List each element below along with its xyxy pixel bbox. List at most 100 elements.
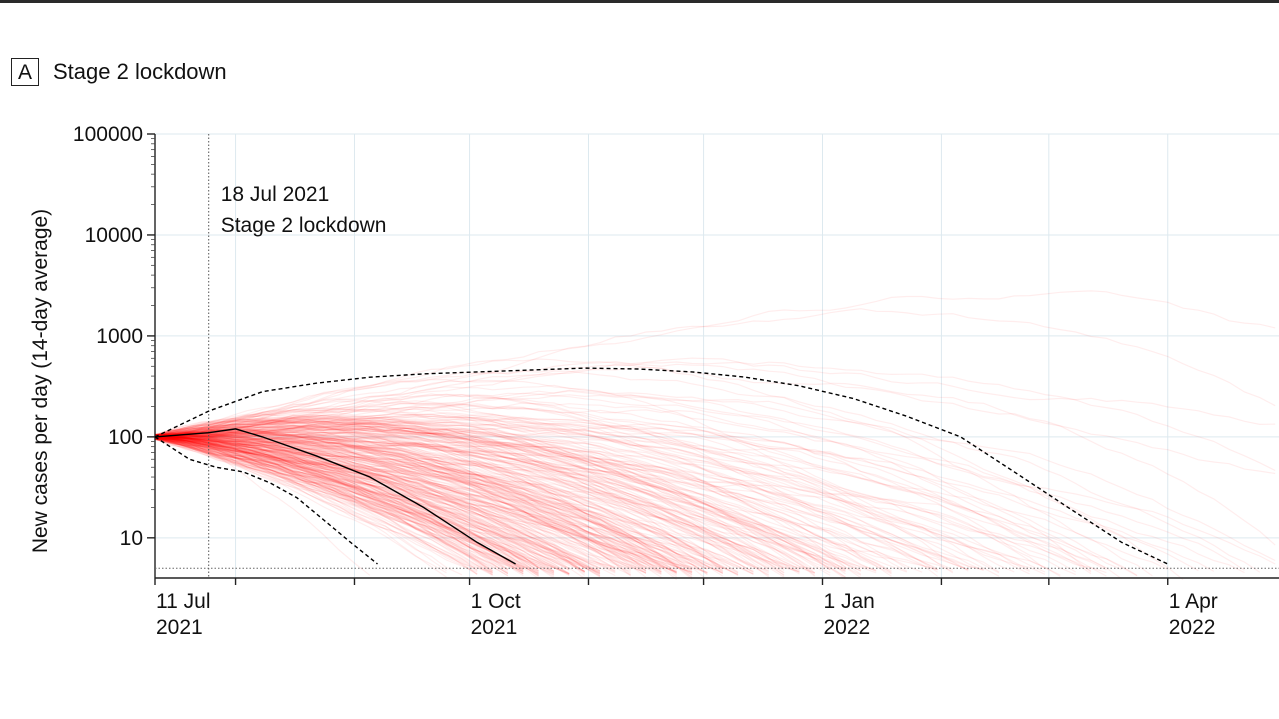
ensemble-trajectory [154,435,616,572]
ensemble-trajectory [154,438,677,570]
ensemble-trajectory [154,435,585,573]
ensemble-trajectory [154,433,754,575]
ensemble-trajectory [154,438,846,578]
ensemble-trajectory [154,438,586,576]
ensemble-trajectory [154,370,1261,573]
x-tick-year-label: 2022 [823,616,870,639]
ensemble-trajectory [154,432,908,572]
ensemble-trajectory [154,434,800,572]
ensemble-trajectory [154,432,693,571]
ensemble-trajectory [154,434,739,577]
ensemble-trajectory [154,418,816,576]
ensemble-trajectory [154,433,632,574]
ensemble-trajectory [154,423,785,578]
ensemble-trajectory [154,438,631,572]
ensemble-trajectory [154,419,892,577]
ensemble-trajectory [154,414,1030,573]
ensemble-trajectory [154,433,708,581]
ensemble-trajectory [154,431,693,580]
ensemble-trajectory [155,429,662,578]
ensemble-trajectory [154,436,493,572]
ensemble-trajectory [154,364,1153,577]
ensemble-trajectory [154,435,493,574]
x-tick-year-label: 2021 [156,616,203,639]
ensemble-trajectory [154,434,647,578]
ensemble-trajectory [154,432,969,571]
ensemble-trajectory [154,434,662,571]
ensemble-trajectory [154,433,662,573]
ensemble-trajectory [154,419,1107,569]
ensemble-trajectory [154,424,677,574]
ensemble-trajectory [154,436,585,572]
ensemble-trajectory [154,427,724,569]
ensemble-trajectory [154,433,586,573]
ensemble-trajectory [154,438,493,573]
ensemble-trajectory [154,436,539,572]
ensemble-trajectory [154,389,1184,581]
y-tick-label: 100 [108,426,143,449]
ensemble-trajectory [154,433,463,576]
ensemble-trajectory [154,433,739,570]
ensemble-trajectory [154,427,724,574]
ensemble-trajectory [154,434,754,573]
ensemble-trajectory [154,435,846,569]
ensemble-trajectory [154,436,693,573]
ensemble-layer [154,290,1276,581]
x-tick-label: 1 Apr [1169,590,1218,613]
ensemble-trajectory [154,435,524,575]
ensemble-trajectory [154,437,677,573]
ensemble-trajectory [154,435,493,576]
ensemble-trajectory [154,436,493,573]
ensemble-trajectory [154,418,831,571]
ensemble-trajectory [154,425,693,575]
ensemble-trajectory [154,402,954,570]
y-tick-label: 10000 [85,224,143,247]
ensemble-trajectory [154,432,1107,571]
ensemble-trajectory [154,438,509,577]
ensemble-trajectory [154,435,647,570]
ensemble-trajectory [154,435,647,575]
ensemble-trajectory [154,437,524,570]
ensemble-trajectory [154,435,509,570]
ensemble-trajectory [154,433,877,572]
ensemble-trajectory [154,434,631,570]
ensemble-trajectory [154,428,770,576]
ensemble-trajectory [154,414,892,575]
y-tick-label: 100000 [73,123,143,146]
ensemble-trajectory [154,435,662,573]
series-line-2 [154,428,516,565]
ensemble-trajectory [154,406,938,577]
ensemble-trajectory [154,434,555,576]
ensemble-trajectory [154,436,815,570]
ensemble-trajectory [154,436,524,571]
ensemble-trajectory [154,421,969,571]
ensemble-trajectory [154,436,570,575]
ensemble-trajectory [154,436,509,570]
ensemble-trajectory [154,392,1123,580]
ensemble-trajectory [154,427,724,577]
ensemble-trajectory [154,435,447,572]
ensemble-trajectory [154,435,570,571]
ensemble-trajectory [154,435,647,571]
ensemble-trajectory [154,432,877,573]
ensemble-trajectory [154,413,862,579]
ensemble-trajectory [154,438,493,572]
ensemble-trajectory [154,431,1076,576]
ensemble-trajectory [154,434,570,571]
panel-letter: A [11,58,39,86]
ensemble-trajectory [154,433,739,575]
ensemble-trajectory [154,434,754,575]
ensemble-trajectory [154,433,539,572]
ensemble-trajectory [154,424,816,574]
ensemble-trajectory [154,435,601,572]
ensemble-trajectory [154,435,524,572]
ensemble-trajectory [154,432,1107,574]
ensemble-trajectory [154,434,539,575]
annotation-date: 18 Jul 2021 [221,183,330,206]
ensemble-trajectory [154,390,1276,562]
ensemble-trajectory [154,437,509,575]
axes-layer [147,133,1279,585]
ensemble-trajectory [154,438,539,574]
ensemble-trajectory [154,414,862,575]
ensemble-trajectory [154,436,677,574]
